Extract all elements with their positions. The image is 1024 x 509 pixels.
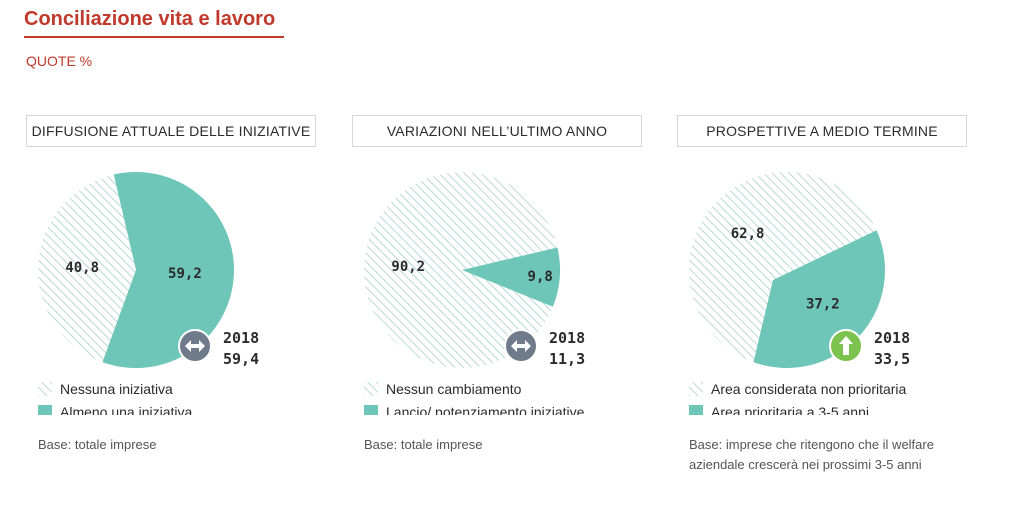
legend-swatch: [364, 382, 378, 396]
comparison-value: 33,5: [874, 350, 910, 368]
chart-panel-variazioni: VARIAZIONI NELL’ULTIMO ANNO 90,2 9,8 2018 1…: [352, 115, 652, 495]
pie-slice-solid: [462, 247, 560, 307]
pie-chart: 40,8 59,2 2018 59,4 Nessuna iniziativa Almeno…: [38, 172, 259, 415]
comparison-value: 11,3: [549, 350, 585, 368]
legend-label: Area prioritaria a 3-5 anni: [711, 404, 869, 415]
legend-label: Area considerata non prioritaria: [711, 381, 907, 397]
title-underline: [24, 36, 284, 38]
legend-label: Nessuna iniziativa: [60, 381, 173, 397]
chart-title: DIFFUSIONE ATTUALE DELLE INIZIATIVE: [26, 115, 316, 147]
slice-value-label: 90,2: [391, 259, 425, 275]
slice-value-label: 62,8: [731, 226, 765, 242]
legend-label: Lancio/ potenziamento iniziative: [386, 404, 585, 415]
base-note: Base: totale imprese: [364, 437, 483, 452]
slice-value-label: 9,8: [528, 269, 553, 285]
comparison-year: 2018: [874, 329, 910, 347]
slice-value-label: 37,2: [806, 296, 840, 312]
pie-chart: 90,2 9,8 2018 11,3 Nessun cambiamento Lancio/…: [364, 172, 585, 415]
legend-swatch: [38, 382, 52, 396]
chart-title: VARIAZIONI NELL’ULTIMO ANNO: [352, 115, 642, 147]
chart-panel-diffusione: DIFFUSIONE ATTUALE DELLE INIZIATIVE 40,8…: [26, 115, 326, 495]
comparison-year: 2018: [223, 329, 259, 347]
legend-swatch: [689, 382, 703, 396]
comparison-value: 59,4: [223, 350, 259, 368]
comparison-year: 2018: [549, 329, 585, 347]
horizontal-arrows-icon: [178, 329, 212, 363]
chart-title: PROSPETTIVE A MEDIO TERMINE: [677, 115, 967, 147]
slice-value-label: 40,8: [65, 260, 99, 276]
legend-label: Nessun cambiamento: [386, 381, 522, 397]
horizontal-arrows-icon: [504, 329, 538, 363]
page-title: Conciliazione vita e lavoro: [24, 8, 276, 30]
legend-swatch: [364, 405, 378, 415]
page-subtitle: QUOTE %: [26, 53, 93, 69]
base-note: Base: imprese che ritengono che il welfa…: [689, 437, 934, 472]
base-note: Base: totale imprese: [38, 437, 157, 452]
legend-label: Almeno una iniziativa: [60, 404, 193, 415]
chart-panel-prospettive: PROSPETTIVE A MEDIO TERMINE 62,8 37,2 2018…: [677, 115, 977, 495]
legend-swatch: [689, 405, 703, 415]
legend-swatch: [38, 405, 52, 415]
pie-chart: 62,8 37,2 2018 33,5 Area considerata non pri…: [689, 172, 910, 415]
arrow-up-icon: [829, 329, 863, 363]
pie-slice-solid: [102, 172, 234, 368]
slice-value-label: 59,2: [168, 266, 202, 282]
